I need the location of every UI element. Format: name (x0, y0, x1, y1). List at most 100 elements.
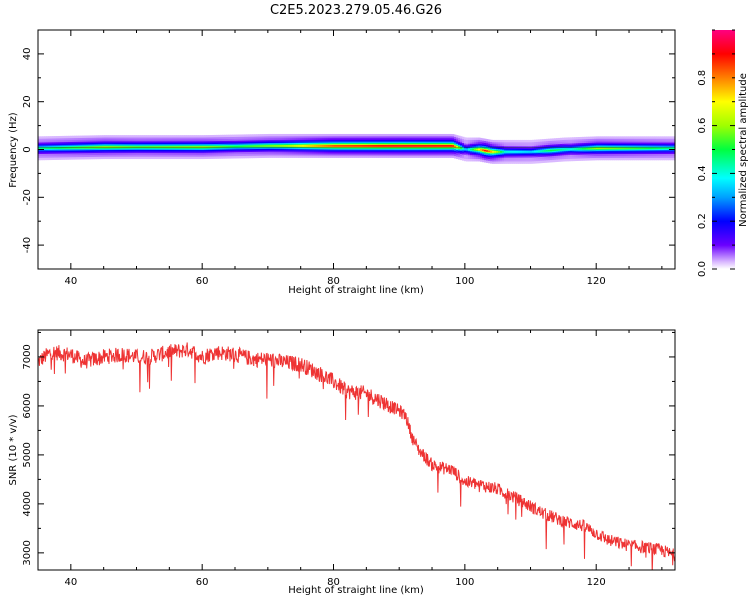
spectrogram-y-tick-label: -40 (22, 237, 33, 253)
heatmap-cell (566, 148, 569, 151)
heatmap-cell (152, 146, 155, 148)
heatmap-cell (320, 145, 323, 147)
heatmap-cell (414, 145, 417, 147)
heatmap-cell (358, 145, 361, 147)
spectrogram-y-tick-label: 0 (22, 146, 33, 152)
spectrogram-x-label: Height of straight line (km) (288, 285, 424, 296)
heatmap-cell (40, 147, 43, 150)
heatmap-cell (226, 145, 229, 148)
heatmap-cell (244, 145, 247, 148)
heatmap-cell (596, 147, 599, 150)
heatmap-cell (202, 146, 205, 148)
heatmap-cell (228, 145, 231, 148)
heatmap-cell (190, 146, 193, 148)
heatmap-cell (316, 145, 319, 147)
heatmap-cell (548, 149, 551, 152)
heatmap-cell (170, 146, 173, 148)
heatmap-cell (252, 145, 255, 148)
heatmap-cell (102, 146, 105, 148)
heatmap-cell (196, 146, 199, 148)
heatmap-cell (650, 147, 653, 150)
heatmap-cell (442, 145, 445, 147)
colorbar-tick-label: 0.6 (697, 118, 708, 134)
snr-x-tick-label: 40 (64, 577, 77, 588)
heatmap-cell (482, 149, 485, 152)
heatmap-cell (214, 146, 217, 148)
heatmap-cell (532, 150, 535, 153)
heatmap-cell (236, 145, 239, 148)
heatmap-cell (222, 145, 225, 148)
heatmap-cell (374, 145, 377, 147)
heatmap-cell (604, 147, 607, 150)
heatmap-cell (234, 145, 237, 148)
heatmap-cell (112, 146, 115, 148)
heatmap-cell (44, 147, 47, 150)
heatmap-cell (58, 147, 61, 149)
heatmap-cell (192, 146, 195, 148)
heatmap-cell (210, 146, 213, 148)
heatmap-cell (572, 148, 575, 151)
heatmap-cell (336, 145, 339, 147)
heatmap-cell (200, 146, 203, 148)
heatmap-cell (276, 145, 279, 147)
heatmap-cell (346, 145, 349, 147)
heatmap-cell (322, 145, 325, 147)
heatmap-cell (656, 147, 659, 150)
heatmap-cell (516, 151, 519, 153)
colorbar-tick-label: 0.4 (697, 165, 708, 181)
heatmap-cell (298, 145, 301, 147)
spectrogram-y-ticks: -40 -20 0 20 40 (22, 29, 675, 270)
snr-panel: 40 60 80 100 120 3000 4000 5000 6000 7000 Height… (8, 329, 676, 596)
snr-y-tick-label: 6000 (22, 393, 33, 418)
heatmap-cell (586, 147, 589, 150)
heatmap-cell (536, 150, 539, 153)
heatmap-cell (104, 146, 107, 148)
heatmap-cell (412, 145, 415, 147)
heatmap-cell (264, 145, 267, 147)
heatmap-cell (262, 145, 265, 147)
heatmap-cell (612, 147, 615, 150)
heatmap-cell (54, 147, 57, 149)
heatmap-cell (392, 145, 395, 147)
heatmap-cell (518, 151, 521, 153)
heatmap-cell (180, 146, 183, 148)
heatmap-cell (282, 145, 285, 147)
heatmap-cell (418, 145, 421, 147)
snr-y-tick-label: 4000 (22, 491, 33, 516)
heatmap-cell (364, 145, 367, 147)
heatmap-cell (280, 145, 283, 147)
heatmap-cell (130, 146, 133, 148)
heatmap-cell (238, 145, 241, 148)
heatmap-cell (426, 145, 429, 147)
heatmap-cell (60, 147, 63, 149)
spectrogram-x-tick-label: 80 (327, 276, 340, 287)
chart-title: C2E5.2023.279.05.46.G26 (270, 3, 442, 18)
heatmap-cell (204, 146, 207, 148)
heatmap-cell (342, 145, 345, 147)
heatmap-cell (614, 147, 617, 150)
heatmap-cell (42, 147, 45, 150)
heatmap-cell (184, 146, 187, 148)
heatmap-cell (188, 146, 191, 148)
heatmap-cell (126, 146, 129, 148)
heatmap-cell (626, 147, 629, 150)
heatmap-cell (622, 147, 625, 150)
colorbar-tick-label: 0.8 (697, 70, 708, 86)
heatmap-cell (326, 145, 329, 147)
heatmap-cell (324, 145, 327, 147)
heatmap-cell (292, 145, 295, 147)
heatmap-cell (212, 146, 215, 148)
heatmap-cell (460, 147, 463, 150)
heatmap-cell (486, 150, 489, 152)
heatmap-cell (556, 149, 559, 151)
heatmap-cell (348, 145, 351, 147)
heatmap-cell (472, 148, 475, 151)
heatmap-cell (462, 147, 465, 150)
heatmap-cell (578, 148, 581, 150)
heatmap-cell (286, 145, 289, 147)
heatmap-cell (94, 146, 97, 149)
colorbar-tick-label: 0.0 (697, 261, 708, 277)
spectrogram-x-tick-label: 120 (587, 276, 606, 287)
snr-y-ticks: 3000 4000 5000 6000 7000 (22, 331, 675, 566)
heatmap-cell (312, 145, 315, 147)
